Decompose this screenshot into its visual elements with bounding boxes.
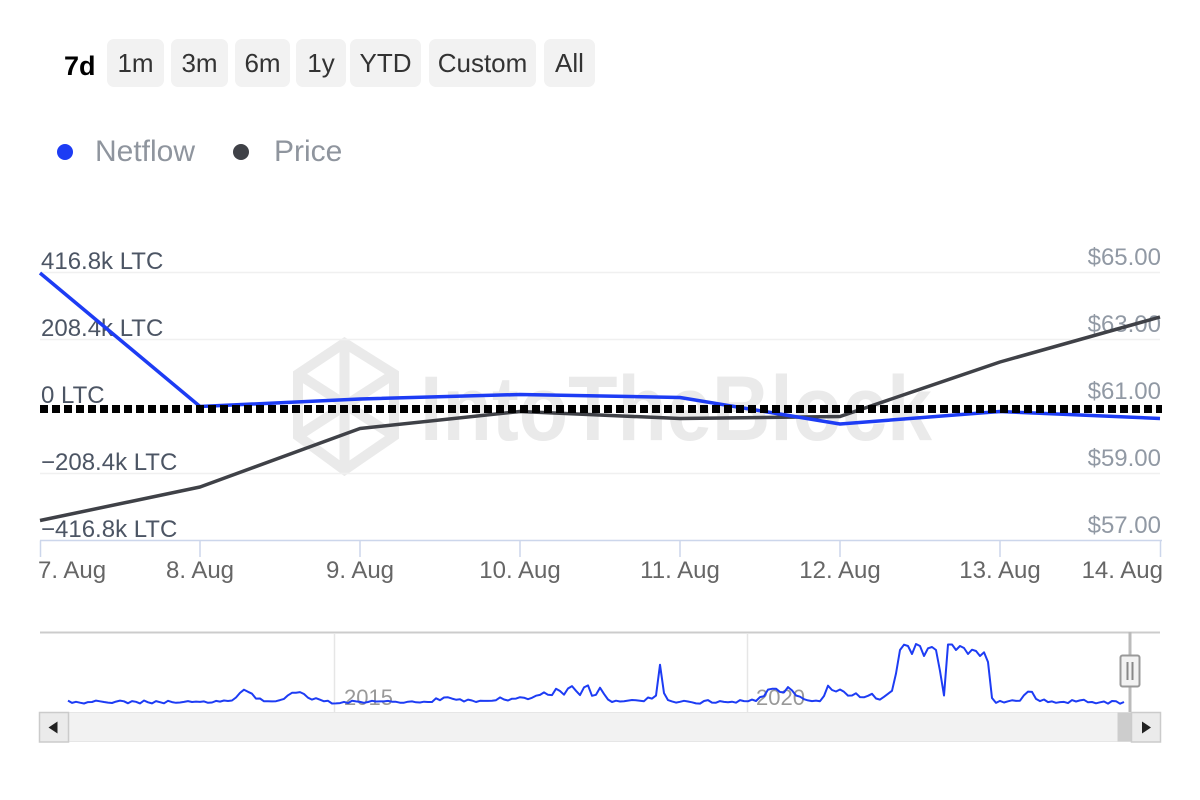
svg-text:2020: 2020 xyxy=(756,685,805,710)
svg-text:208.4k LTC: 208.4k LTC xyxy=(41,315,163,342)
svg-text:$59.00: $59.00 xyxy=(1088,445,1161,472)
svg-text:11. Aug: 11. Aug xyxy=(640,557,720,584)
svg-text:−416.8k LTC: −416.8k LTC xyxy=(41,516,177,543)
svg-text:2015: 2015 xyxy=(344,685,393,710)
svg-text:10. Aug: 10. Aug xyxy=(479,557,560,584)
svg-text:416.8k LTC: 416.8k LTC xyxy=(41,248,163,275)
svg-text:13. Aug: 13. Aug xyxy=(959,557,1040,584)
svg-text:$57.00: $57.00 xyxy=(1088,512,1161,539)
svg-text:12. Aug: 12. Aug xyxy=(799,557,880,584)
svg-text:−208.4k LTC: −208.4k LTC xyxy=(41,449,177,476)
svg-text:9. Aug: 9. Aug xyxy=(326,557,394,584)
svg-text:$61.00: $61.00 xyxy=(1088,378,1161,405)
svg-text:14. Aug: 14. Aug xyxy=(1082,557,1163,584)
svg-text:8. Aug: 8. Aug xyxy=(166,557,234,584)
svg-text:$65.00: $65.00 xyxy=(1088,244,1161,271)
svg-text:0 LTC: 0 LTC xyxy=(41,382,105,409)
svg-text:7. Aug: 7. Aug xyxy=(38,557,106,584)
